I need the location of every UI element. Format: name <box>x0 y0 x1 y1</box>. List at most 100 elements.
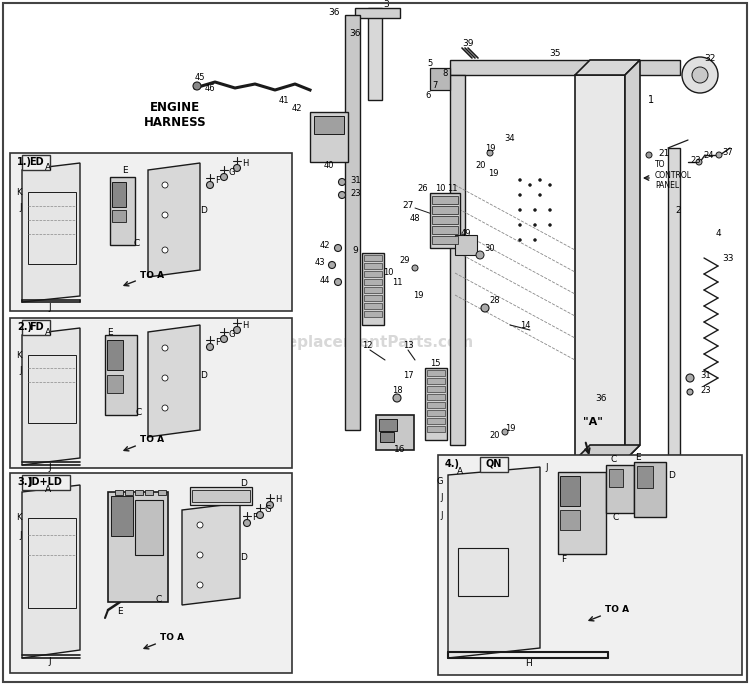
Circle shape <box>197 552 203 558</box>
Text: 4: 4 <box>716 229 722 238</box>
Text: 19: 19 <box>413 290 423 299</box>
Polygon shape <box>182 503 240 605</box>
Bar <box>427 402 445 408</box>
Text: 40: 40 <box>324 160 334 169</box>
Bar <box>107 340 123 370</box>
Bar <box>10 153 292 311</box>
Text: 48: 48 <box>410 214 420 223</box>
Text: 5: 5 <box>427 58 433 68</box>
Polygon shape <box>22 485 80 658</box>
Circle shape <box>687 389 693 395</box>
Circle shape <box>162 405 168 411</box>
Bar <box>105 335 137 415</box>
Bar <box>606 465 634 513</box>
Text: TO A: TO A <box>160 634 184 643</box>
Circle shape <box>328 262 335 269</box>
Circle shape <box>518 223 521 227</box>
Bar <box>364 279 382 285</box>
Circle shape <box>476 251 484 259</box>
Text: A: A <box>45 484 51 493</box>
Circle shape <box>533 208 536 212</box>
Bar <box>28 518 76 608</box>
Circle shape <box>529 184 532 186</box>
Text: 8: 8 <box>442 68 448 77</box>
Text: 31: 31 <box>350 175 361 184</box>
Polygon shape <box>355 8 400 18</box>
Bar <box>364 311 382 317</box>
Circle shape <box>162 212 168 218</box>
Text: ENGINE
HARNESS: ENGINE HARNESS <box>144 101 206 129</box>
Circle shape <box>244 519 250 527</box>
Circle shape <box>334 245 341 251</box>
Text: 3.): 3.) <box>17 477 32 487</box>
Text: D: D <box>200 371 207 379</box>
Polygon shape <box>575 60 640 75</box>
Polygon shape <box>625 60 640 460</box>
Text: H: H <box>242 158 248 168</box>
Bar <box>430 193 460 248</box>
Text: TO
CONTROL
PANEL: TO CONTROL PANEL <box>655 160 692 190</box>
Bar <box>427 378 445 384</box>
Text: K: K <box>16 351 22 360</box>
Polygon shape <box>575 445 640 460</box>
Circle shape <box>548 223 551 227</box>
Text: E: E <box>122 166 128 175</box>
Text: 34: 34 <box>505 134 515 142</box>
Text: C: C <box>133 238 140 247</box>
Circle shape <box>412 265 418 271</box>
Text: 2.): 2.) <box>17 322 32 332</box>
Polygon shape <box>575 75 625 460</box>
Text: 16: 16 <box>394 445 406 455</box>
Circle shape <box>518 238 521 242</box>
Text: H: H <box>242 321 248 329</box>
Polygon shape <box>22 163 80 302</box>
Circle shape <box>487 150 493 156</box>
Bar <box>364 287 382 293</box>
Text: 3: 3 <box>383 0 388 8</box>
Bar <box>432 236 458 244</box>
Text: 24: 24 <box>703 151 713 160</box>
Text: ED: ED <box>28 157 44 167</box>
Bar <box>558 472 606 554</box>
Text: TO A: TO A <box>605 606 629 614</box>
Circle shape <box>646 152 652 158</box>
Circle shape <box>162 247 168 253</box>
Text: 11: 11 <box>447 184 458 192</box>
Circle shape <box>206 343 214 351</box>
Bar <box>560 510 580 530</box>
Text: F: F <box>215 338 220 347</box>
Text: 7: 7 <box>432 81 438 90</box>
Bar <box>107 375 123 393</box>
Text: 1: 1 <box>648 95 654 105</box>
Bar <box>190 487 252 505</box>
Bar <box>380 432 394 442</box>
Bar <box>192 490 250 502</box>
Text: J: J <box>49 464 51 473</box>
Bar <box>28 355 76 423</box>
Text: J: J <box>49 658 51 667</box>
Text: 28: 28 <box>490 295 500 305</box>
Bar <box>432 216 458 224</box>
Text: 32: 32 <box>704 53 716 62</box>
Text: G: G <box>436 477 443 486</box>
Text: C: C <box>135 408 141 416</box>
Bar <box>22 320 50 335</box>
Circle shape <box>548 184 551 186</box>
Text: 26: 26 <box>417 184 428 192</box>
Bar <box>115 490 123 495</box>
Bar <box>364 255 382 261</box>
Text: 36: 36 <box>328 8 340 16</box>
Circle shape <box>518 208 521 212</box>
Text: 39: 39 <box>462 38 474 47</box>
Circle shape <box>334 279 341 286</box>
Text: 11: 11 <box>392 277 402 286</box>
Text: 4.): 4.) <box>445 459 460 469</box>
Text: 33: 33 <box>722 253 734 262</box>
Text: J: J <box>440 493 443 503</box>
Text: J: J <box>545 464 548 473</box>
Circle shape <box>220 336 227 342</box>
Text: K: K <box>16 514 22 523</box>
Bar <box>438 455 742 675</box>
Text: ReplacementParts.com: ReplacementParts.com <box>276 334 474 349</box>
Circle shape <box>533 223 536 227</box>
